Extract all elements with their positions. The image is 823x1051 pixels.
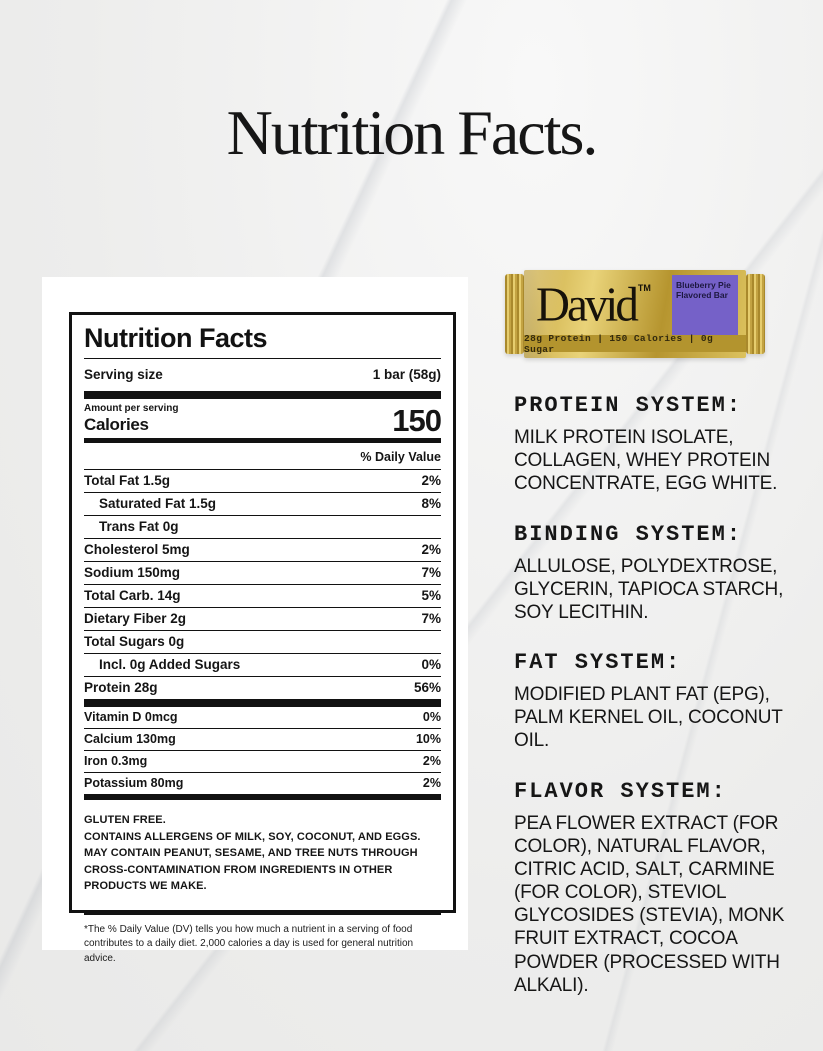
system-ingredients: MILK PROTEIN ISOLATE, COLLAGEN, WHEY PRO… — [514, 427, 778, 495]
ingredient-systems: PROTEIN SYSTEM: MILK PROTEIN ISOLATE, COL… — [514, 393, 814, 997]
nutrient-rows: Total Fat 1.5g 2% Saturated Fat 1.5g 8% Tran… — [84, 469, 441, 699]
nutrient-row: Saturated Fat 1.5g 8% — [84, 492, 441, 515]
medium-divider — [84, 909, 441, 915]
nutrient-daily-value: 10% — [415, 732, 441, 746]
nutrient-row: Cholesterol 5mg 2% — [84, 538, 441, 561]
nutrient-name: Incl. 0g Added Sugars — [99, 657, 241, 672]
nutrient-row: Total Fat 1.5g 2% — [84, 469, 441, 492]
serving-size-row: Serving size 1 bar (58g) — [84, 359, 441, 391]
nutrient-row: Vitamin D 0mcg 0% — [84, 707, 441, 728]
daily-value-footnote: *The % Daily Value (DV) tells you how mu… — [84, 923, 414, 964]
product-bar-image: David TM Blueberry Pie Flavored Bar 28g … — [505, 270, 765, 358]
nutrient-name: Trans Fat 0g — [99, 519, 179, 534]
ingredient-system-section: BINDING SYSTEM: ALLULOSE, POLYDEXTROSE, G… — [514, 522, 814, 625]
medium-divider — [84, 794, 441, 800]
trademark-symbol: TM — [637, 283, 651, 293]
nutrient-row: Dietary Fiber 2g 7% — [84, 607, 441, 630]
nutrient-name: Vitamin D 0mcg — [84, 710, 178, 724]
nutrient-daily-value: 0% — [421, 657, 441, 672]
nutrient-daily-value: 2% — [422, 754, 441, 768]
nutrient-daily-value: 2% — [421, 542, 441, 557]
system-ingredients: PEA FLOWER EXTRACT (FOR COLOR), NATURAL … — [514, 812, 785, 996]
nutrient-name: Potassium 80mg — [84, 776, 184, 790]
nutrient-name: Sodium 150mg — [84, 565, 181, 580]
serving-size-value: 1 bar (58g) — [372, 367, 441, 382]
nutrient-daily-value: 7% — [421, 565, 441, 580]
allergen-line: CONTAINS ALLERGENS OF MILK, SOY, COCONUT… — [84, 830, 421, 843]
nutrient-row: Trans Fat 0g — [84, 515, 441, 538]
brand-logo: David — [536, 277, 639, 332]
ingredient-system-section: FAT SYSTEM: MODIFIED PLANT FAT (EPG), PAL… — [514, 650, 814, 753]
calories-value: 150 — [392, 403, 442, 439]
system-heading: FAT SYSTEM: — [514, 650, 682, 676]
calories-label: Calories — [84, 415, 149, 434]
ingredient-system-section: PROTEIN SYSTEM: MILK PROTEIN ISOLATE, COL… — [514, 393, 814, 496]
medium-divider — [84, 438, 441, 443]
flavor-square: Blueberry Pie Flavored Bar — [672, 275, 738, 335]
allergen-line: MAY CONTAIN PEANUT, SESAME, AND TREE NUT… — [84, 847, 418, 892]
wrapper-crimp-left — [505, 274, 524, 354]
system-ingredients: ALLULOSE, POLYDEXTROSE, GLYCERIN, TAPIOC… — [514, 555, 784, 623]
system-heading: FLAVOR SYSTEM: — [514, 778, 727, 804]
daily-value-header: % Daily Value — [360, 450, 441, 464]
nutrient-name: Saturated Fat 1.5g — [99, 496, 217, 511]
nutrition-label-card: Nutrition Facts Serving size 1 bar (58g)… — [42, 277, 468, 964]
nutrient-row: Sodium 150mg 7% — [84, 561, 441, 584]
wrapper-body: David TM Blueberry Pie Flavored Bar 28g … — [524, 270, 746, 358]
system-heading: BINDING SYSTEM: — [514, 521, 743, 547]
nutrient-name: Iron 0.3mg — [84, 754, 148, 768]
amount-per-serving-label: Amount per serving — [84, 403, 179, 414]
stats-band: 28g Protein | 150 Calories | 0g Sugar — [524, 333, 746, 355]
nutrient-name: Protein 28g — [84, 680, 158, 695]
nutrient-daily-value: 0% — [422, 710, 441, 724]
wrapper-crimp-right — [746, 274, 765, 354]
nutrient-row: Total Carb. 14g 5% — [84, 584, 441, 607]
nutrient-name: Total Carb. 14g — [84, 588, 181, 603]
nutrient-daily-value: 5% — [421, 588, 441, 603]
nutrient-row: Potassium 80mg 2% — [84, 772, 441, 794]
nutrient-row: Incl. 0g Added Sugars 0% — [84, 653, 441, 676]
calories-row: Amount per serving Calories 150 — [84, 399, 442, 439]
right-column: David TM Blueberry Pie Flavored Bar 28g … — [505, 270, 814, 1023]
ingredient-system-section: FLAVOR SYSTEM: PEA FLOWER EXTRACT (FOR CO… — [514, 779, 814, 997]
nutrient-daily-value: 8% — [421, 496, 441, 511]
nutrient-row: Protein 28g 56% — [84, 676, 441, 699]
nutrient-row: Iron 0.3mg 2% — [84, 750, 441, 772]
nutrient-name: Calcium 130mg — [84, 732, 176, 746]
vitamin-rows: Vitamin D 0mcg 0% Calcium 130mg 10% Iron 0.3… — [84, 707, 441, 794]
thick-divider — [84, 391, 441, 399]
allergen-text: GLUTEN FREE. CONTAINS ALLERGENS OF MILK, … — [84, 812, 441, 895]
nutrition-facts-panel: Nutrition Facts Serving size 1 bar (58g)… — [69, 312, 456, 964]
page-title: Nutrition Facts. — [226, 97, 599, 168]
thick-divider — [84, 699, 441, 707]
serving-size-label: Serving size — [84, 367, 163, 382]
flavor-label: Blueberry Pie Flavored Bar — [676, 280, 731, 301]
nutrition-facts-heading: Nutrition Facts — [84, 323, 441, 359]
nutrient-daily-value: 56% — [413, 680, 441, 695]
nutrient-name: Total Fat 1.5g — [84, 473, 171, 488]
nutrient-row: Calcium 130mg 10% — [84, 728, 441, 750]
system-heading: PROTEIN SYSTEM: — [514, 393, 743, 418]
nutrient-daily-value: 7% — [421, 611, 441, 626]
nutrient-name: Cholesterol 5mg — [84, 542, 190, 557]
nutrient-daily-value: 2% — [421, 473, 441, 488]
nutrient-name: Total Sugars 0g — [84, 634, 185, 649]
nutrient-row: Total Sugars 0g — [84, 630, 441, 653]
nutrient-daily-value: 2% — [422, 776, 441, 790]
system-ingredients: MODIFIED PLANT FAT (EPG), PALM KERNEL OI… — [514, 684, 783, 752]
nutrient-name: Dietary Fiber 2g — [84, 611, 187, 626]
allergen-line: GLUTEN FREE. — [84, 814, 166, 826]
